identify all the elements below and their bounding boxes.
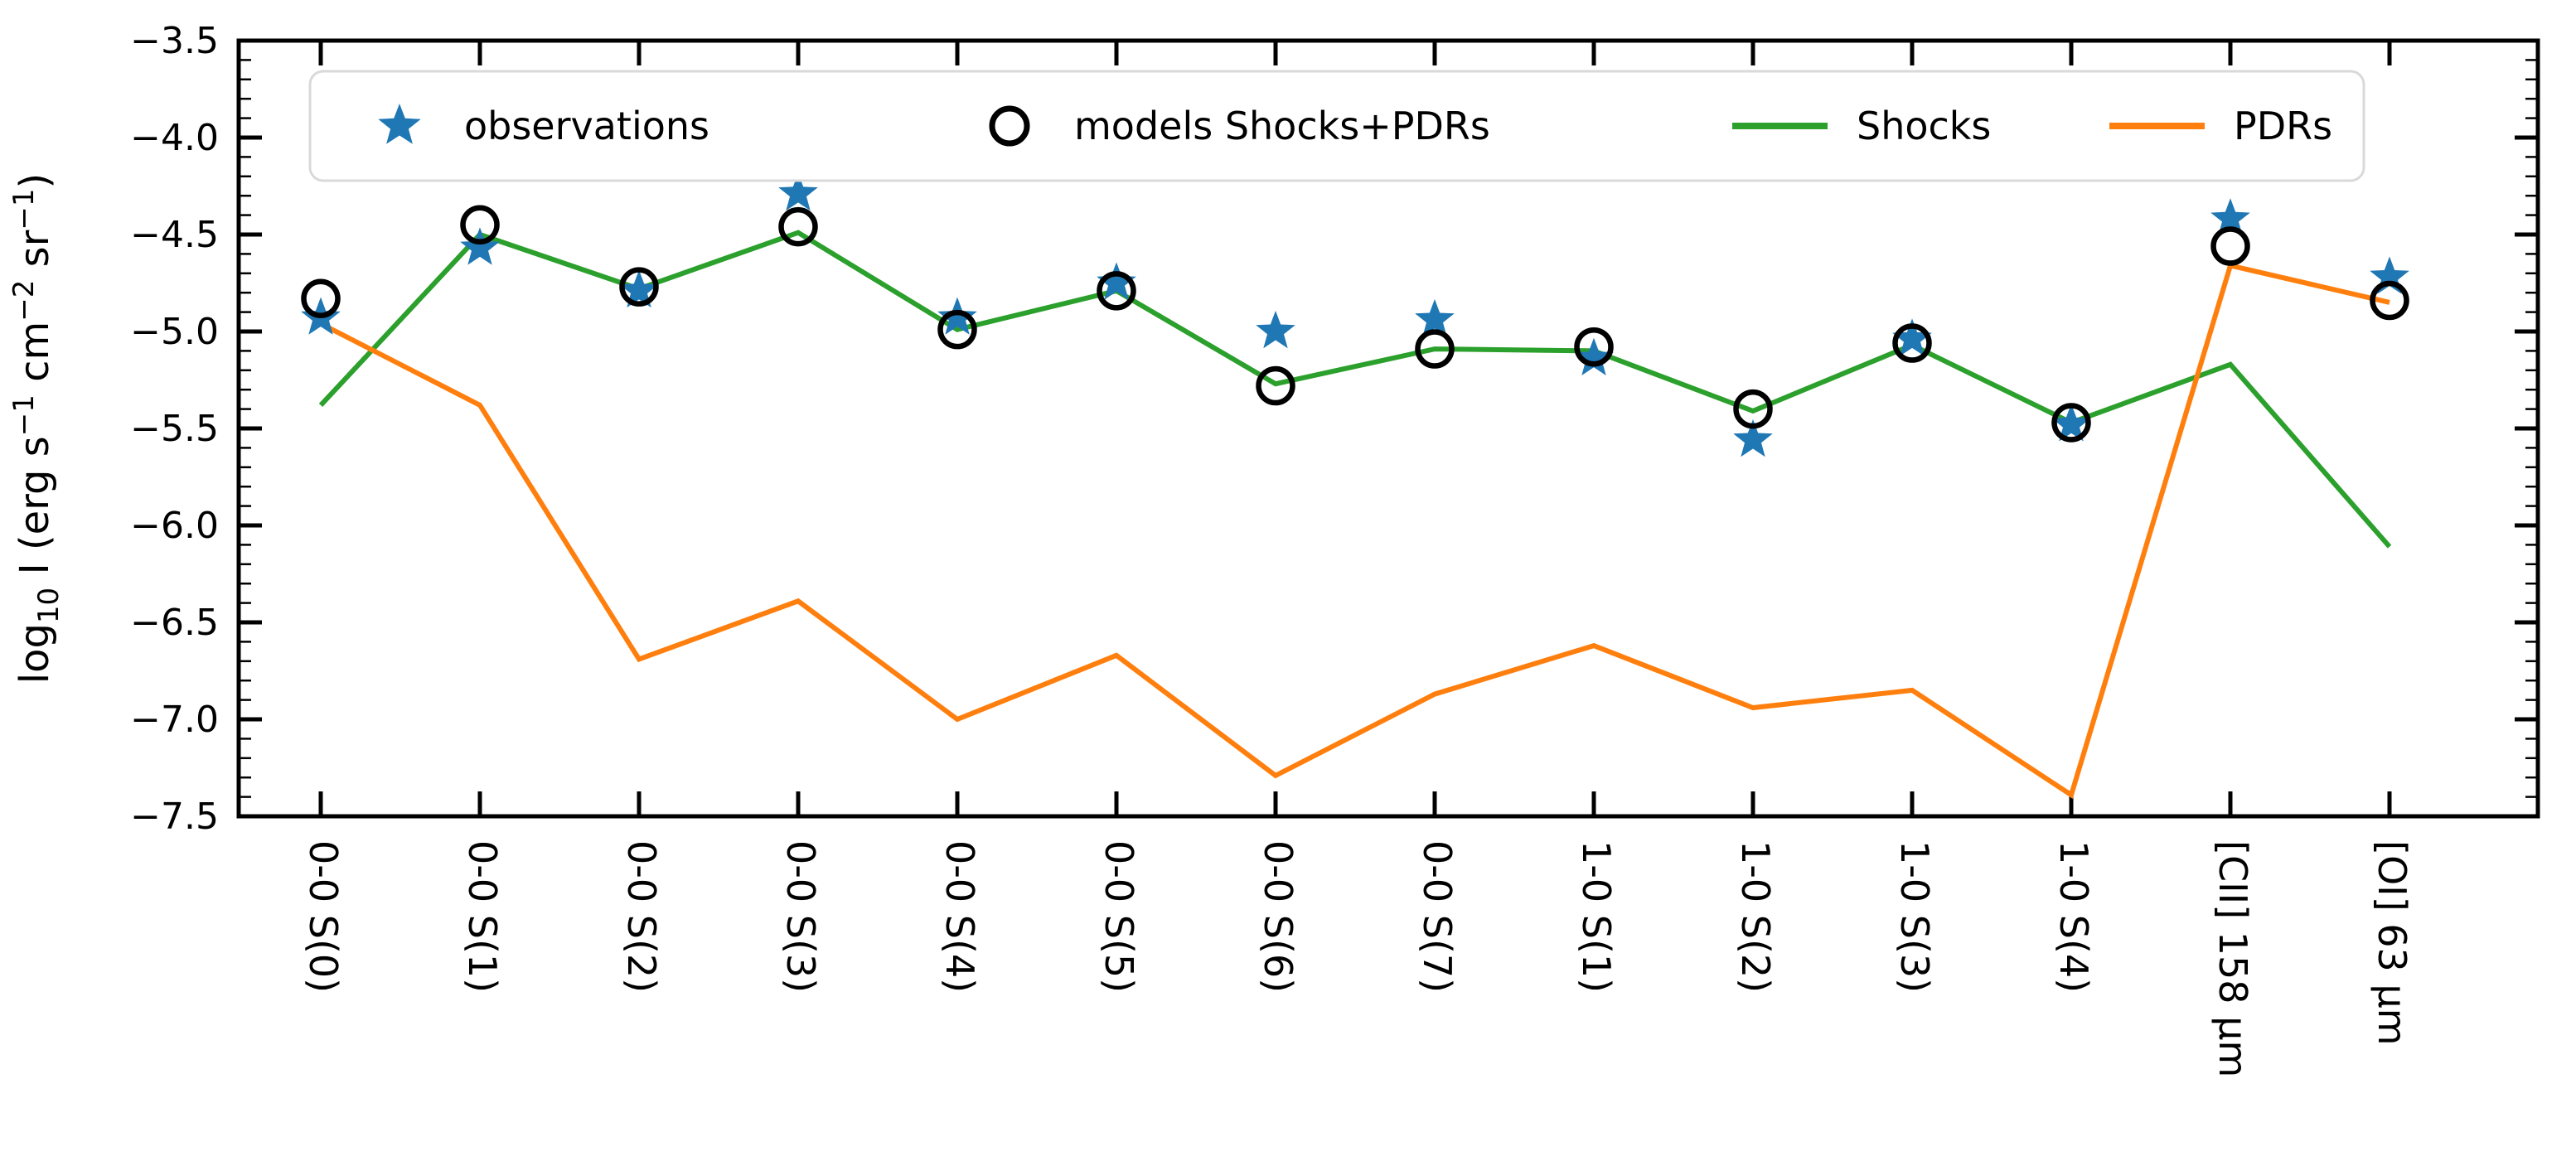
model-circle-marker <box>937 309 977 350</box>
y-tick-label: −5.0 <box>130 311 219 353</box>
y-tick-label: −3.5 <box>130 20 219 62</box>
x-tick-label: 0-0 S(4) <box>937 840 982 993</box>
model-circle-marker <box>2370 280 2409 321</box>
observation-star-marker <box>1733 419 1773 457</box>
y-tick-label: −7.0 <box>130 699 219 741</box>
observation-star-marker <box>1892 318 1932 356</box>
model-circle-marker <box>1574 327 1614 367</box>
y-tick-label: −5.5 <box>130 408 219 450</box>
x-tick-label: [OI] 63 μm <box>2370 840 2414 1046</box>
x-tick-label: 0-0 S(2) <box>619 840 664 993</box>
model-circle-marker <box>460 205 500 245</box>
x-tick-label: 1-0 S(4) <box>2051 840 2096 993</box>
legend-box <box>308 70 2365 182</box>
x-tick-label: 0-0 S(7) <box>1415 840 1460 993</box>
y-tick-label: −6.5 <box>130 602 219 644</box>
model-circle-marker <box>1415 329 1455 369</box>
observation-star-marker <box>2370 256 2409 294</box>
model-circle-marker <box>1097 271 1136 311</box>
observation-star-marker <box>937 297 977 335</box>
model-circle-marker <box>778 206 818 247</box>
legend-star-icon <box>378 104 421 144</box>
observation-star-marker <box>2210 198 2250 236</box>
legend-circle-icon <box>989 105 1030 147</box>
legend: observations models Shocks+PDRs Shocks PDRs <box>308 70 2365 182</box>
legend-label-models: models Shocks+PDRs <box>1074 104 1490 148</box>
observation-star-marker <box>460 227 500 265</box>
pdrs-line <box>319 262 2390 800</box>
legend-label-shocks: Shocks <box>1857 104 1991 148</box>
x-tick-label: 0-0 S(1) <box>460 840 505 993</box>
x-tick-label: 0-0 S(0) <box>301 840 346 993</box>
x-tick-label: 0-0 S(6) <box>1256 840 1300 993</box>
x-tick-label: 1-0 S(1) <box>1574 840 1619 993</box>
x-tick-label: 0-0 S(5) <box>1097 840 1141 993</box>
y-tick-label: −6.0 <box>130 505 219 547</box>
observation-star-marker <box>1415 299 1455 337</box>
observations-series <box>301 172 2409 457</box>
y-tick-label: −4.5 <box>130 214 219 256</box>
shocks-line <box>318 230 2392 549</box>
observation-star-marker <box>619 269 659 308</box>
y-tick-label: −7.5 <box>130 796 219 838</box>
model-circle-marker <box>1256 365 1295 406</box>
observation-star-marker <box>1097 262 1136 300</box>
x-tick-label: [CII] 158 μm <box>2210 840 2255 1077</box>
observation-star-marker <box>1256 311 1295 349</box>
x-tick-label: 0-0 S(3) <box>778 840 823 993</box>
model-circle-marker <box>619 267 659 307</box>
legend-label-observations: observations <box>464 104 709 148</box>
y-tick-label: −4.0 <box>130 117 219 159</box>
x-tick-label: 1-0 S(3) <box>1892 840 1937 993</box>
plot-root: −3.5 −4.0 −4.5 −5.0 −5.5 −6.0 −6.5 −7.0 −7.5 0-0 … <box>7 20 2540 1077</box>
model-circle-marker <box>1733 389 1773 429</box>
legend-label-pdrs: PDRs <box>2234 104 2332 148</box>
models-series <box>301 205 2409 443</box>
observation-star-marker <box>2051 404 2091 442</box>
observation-star-marker <box>1574 337 1614 375</box>
y-axis-label: log10 I (erg s−1 cm−2 sr−1) <box>7 173 65 685</box>
model-circle-marker <box>301 278 341 318</box>
model-circle-marker <box>2051 403 2091 443</box>
x-tick-label: 1-0 S(2) <box>1733 840 1778 993</box>
axis-ticks <box>239 38 2538 819</box>
observation-star-marker <box>778 172 818 211</box>
model-circle-marker <box>2210 226 2250 266</box>
model-circle-marker <box>1892 323 1932 363</box>
